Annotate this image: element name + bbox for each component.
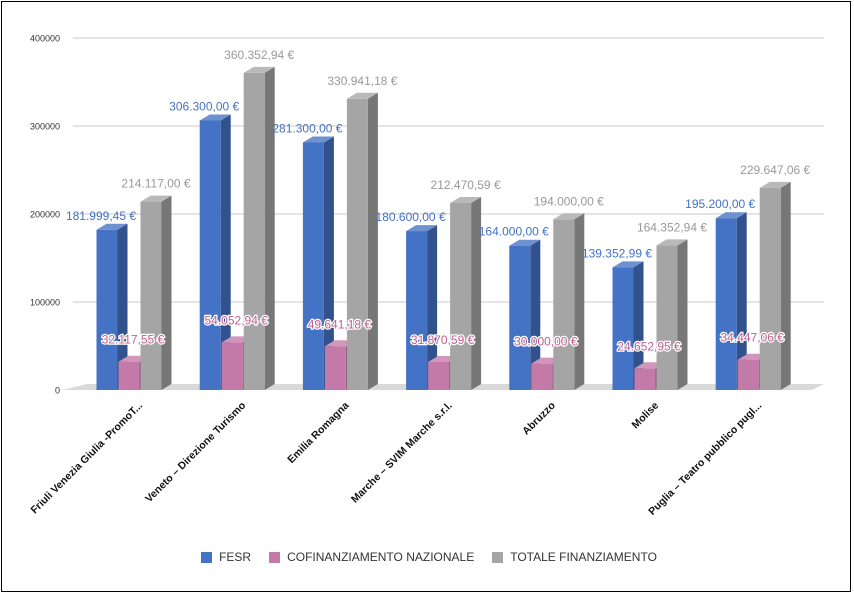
bar-cofinanziamento-nazionale-2 — [324, 346, 346, 390]
bar-totale-finanziamento-1-side — [264, 66, 275, 391]
y-tick-label-3: 300000 — [30, 122, 60, 132]
data-label-totale-finanziamento-6: 229.647,06 € — [740, 163, 810, 177]
data-label-fesr-3: 180.600,00 € — [376, 210, 446, 224]
bar-fesr-5 — [612, 267, 634, 390]
data-label-totale-finanziamento-1: 360.352,94 € — [224, 48, 294, 62]
x-tick-label-2: Emilia Romagna — [285, 400, 351, 466]
bar-totale-finanziamento-5-side — [677, 239, 688, 390]
data-label-fesr-4: 164.000,00 € — [479, 225, 549, 239]
x-tick-label-1: Veneto – Direzione Turismo — [143, 400, 248, 505]
x-tick-label-0: Friuli Venezia Giulia -PromoT... — [29, 400, 146, 517]
legend-item-cofinanziamento: COFINANZIAMENTO NAZIONALE — [269, 550, 474, 564]
bar-fesr-1-top — [199, 114, 231, 121]
bar-fesr-6 — [715, 218, 737, 390]
data-label-fesr-5: 139.352,99 € — [582, 246, 652, 260]
x-tick-label-6: Puglia – Teatro pubblico pugl... — [646, 400, 764, 518]
bar-totale-finanziamento-4-side — [574, 213, 585, 390]
data-label-cofinanziamento-nazionale-6: 34.447,06 € — [720, 331, 784, 345]
bar-fesr-1-side — [220, 114, 231, 390]
bar-fesr-0-top — [96, 223, 128, 230]
bar-fesr-4 — [509, 245, 531, 390]
bar-fesr-0-side — [117, 223, 128, 390]
data-label-cofinanziamento-nazionale-3: 31.870,59 € — [411, 333, 475, 347]
legend-item-totale: TOTALE FINANZIAMENTO — [492, 550, 657, 564]
bar-fesr-2 — [302, 142, 324, 390]
bar-fesr-6-top — [715, 212, 747, 219]
bar-totale-finanziamento-4-top — [553, 213, 585, 220]
data-label-totale-finanziamento-4: 194.000,00 € — [534, 194, 604, 208]
bar-cofinanziamento-nazionale-1 — [221, 342, 243, 390]
bar-totale-finanziamento-0-side — [161, 195, 172, 390]
y-tick-label-2: 200000 — [30, 210, 60, 220]
x-tick-label-3: Marche – SVIM Marche s.r.l. — [349, 400, 455, 506]
bar-cofinanziamento-nazionale-3 — [428, 362, 450, 390]
data-label-fesr-6: 195.200,00 € — [685, 197, 755, 211]
bar-totale-finanziamento-4 — [553, 219, 575, 390]
bar-totale-finanziamento-0 — [140, 201, 162, 390]
y-tick-label-1: 100000 — [30, 298, 60, 308]
data-label-cofinanziamento-nazionale-0: 32.117,55 € — [102, 333, 165, 347]
bar-totale-finanziamento-5 — [656, 245, 678, 390]
legend-label-fesr: FESR — [219, 550, 252, 564]
bar-totale-finanziamento-2 — [346, 98, 368, 391]
bar-totale-finanziamento-6-top — [759, 181, 791, 188]
bar-fesr-5-side — [633, 261, 644, 390]
x-tick-label-5: Molise — [630, 400, 662, 432]
data-label-fesr-2: 281.300,00 € — [272, 122, 342, 136]
data-label-totale-finanziamento-3: 212.470,59 € — [431, 178, 501, 192]
data-label-cofinanziamento-nazionale-2: 49.641,18 € — [308, 317, 372, 331]
data-label-totale-finanziamento-2: 330.941,18 € — [327, 74, 397, 88]
bar-cofinanziamento-nazionale-0 — [118, 361, 140, 390]
legend-swatch-totale — [492, 551, 504, 563]
data-label-cofinanziamento-nazionale-1: 54.052,94 € — [204, 313, 268, 327]
legend-label-totale: TOTALE FINANZIAMENTO — [510, 550, 657, 564]
bar-cofinanziamento-nazionale-4 — [531, 363, 553, 390]
legend-label-cofinanziamento: COFINANZIAMENTO NAZIONALE — [287, 550, 475, 564]
legend-swatch-fesr — [201, 551, 213, 563]
data-label-totale-finanziamento-5: 164.352,94 € — [637, 220, 707, 234]
legend-swatch-cofinanziamento — [269, 551, 281, 563]
x-tick-label-4: Abruzzo — [520, 400, 558, 438]
y-tick-label-4: 400000 — [30, 34, 60, 44]
bar-totale-finanziamento-5-top — [656, 239, 688, 246]
data-label-totale-finanziamento-0: 214.117,00 € — [121, 177, 191, 191]
bar-fesr-3-top — [406, 225, 438, 232]
bar-fesr-3 — [406, 231, 428, 390]
data-label-cofinanziamento-nazionale-5: 24.652,95 € — [617, 339, 681, 353]
legend-item-fesr: FESR — [201, 550, 251, 564]
bar-fesr-2-top — [302, 136, 334, 143]
data-label-cofinanziamento-nazionale-4: 30.000,00 € — [514, 335, 578, 349]
y-tick-label-0: 0 — [55, 386, 60, 396]
bar-totale-finanziamento-3-side — [471, 197, 482, 390]
bar-fesr-4-side — [530, 239, 541, 390]
bar-fesr-1 — [199, 120, 221, 390]
chart-legend: FESR COFINANZIAMENTO NAZIONALE TOTALE FI… — [2, 547, 854, 567]
bar-fesr-4-top — [509, 239, 541, 246]
bar-totale-finanziamento-3-top — [450, 197, 482, 203]
bar-fesr-3-side — [427, 225, 438, 390]
bar-totale-finanziamento-1-top — [243, 66, 275, 73]
bar-totale-finanziamento-1 — [243, 72, 265, 391]
bar-totale-finanziamento-3 — [450, 203, 472, 390]
data-label-fesr-0: 181.999,45 € — [66, 209, 136, 223]
bar-fesr-6-side — [736, 212, 747, 390]
bar-totale-finanziamento-2-side — [367, 92, 378, 391]
bar-cofinanziamento-nazionale-5 — [634, 368, 656, 390]
bar-totale-finanziamento-6 — [759, 187, 781, 390]
bar-totale-finanziamento-6-side — [780, 181, 791, 390]
bar-totale-finanziamento-0-top — [140, 195, 172, 202]
bar-cofinanziamento-nazionale-6 — [737, 359, 759, 390]
bar-fesr-0 — [96, 229, 118, 390]
bar-fesr-2-side — [323, 136, 334, 390]
bar-totale-finanziamento-2-top — [346, 92, 378, 99]
bar-fesr-5-top — [612, 261, 644, 268]
data-label-fesr-1: 306.300,00 € — [169, 100, 239, 114]
